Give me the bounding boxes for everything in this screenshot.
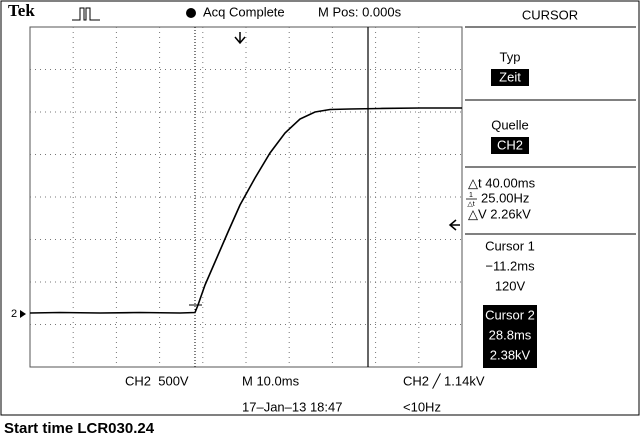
type-label[interactable]: Typ (500, 49, 521, 64)
acq-dot (186, 8, 196, 18)
channel-arrow (20, 310, 26, 318)
delta-t: △t 40.00ms (468, 175, 536, 190)
trigger-setting: CH2 ╱ 1.14kV (403, 372, 485, 389)
trigger-icon (72, 7, 100, 21)
type-value-bg (491, 69, 529, 86)
graticule (29, 26, 463, 368)
side-menu: CURSOR Typ Zeit Quelle CH2 △t 40.00ms 1 … (465, 7, 636, 368)
inverse-num: 1 (469, 192, 473, 199)
cursor-1-voltage: 120V (495, 278, 526, 293)
channel-scale: CH2 500V (125, 373, 189, 388)
cursor-2-time: 28.8ms (489, 327, 532, 342)
date-time: 17–Jan–13 18:47 (242, 399, 342, 414)
cursor-1-title[interactable]: Cursor 1 (485, 238, 535, 253)
inverse-den: △t (467, 201, 474, 208)
source-value[interactable]: CH2 (497, 137, 523, 152)
frame (0, 0, 640, 416)
trigger-frequency: <10Hz (403, 399, 441, 414)
acq-status: Acq Complete (203, 4, 285, 19)
cursor-2-title[interactable]: Cursor 2 (485, 307, 535, 322)
cursor-1-time: −11.2ms (485, 258, 535, 273)
cursor-2-voltage: 2.38kV (490, 347, 531, 362)
cursor-2-bg (483, 305, 537, 368)
type-value[interactable]: Zeit (499, 69, 521, 84)
source-value-bg (491, 137, 529, 154)
inverse-value: 25.00Hz (481, 190, 529, 205)
waveform (29, 107, 462, 314)
source-label[interactable]: Quelle (491, 117, 529, 132)
delta-v: △V 2.26kV (468, 206, 531, 221)
trigger-level-marker (448, 219, 460, 231)
channel-marker: 2 (11, 308, 17, 320)
trigger-position-marker (234, 32, 246, 45)
menu-title: CURSOR (522, 7, 578, 22)
timebase: M 10.0ms (242, 373, 300, 388)
brand: Tek (8, 1, 35, 20)
m-pos: M Pos: 0.000s (318, 4, 402, 19)
caption: Start time LCR030.24 (4, 420, 155, 437)
